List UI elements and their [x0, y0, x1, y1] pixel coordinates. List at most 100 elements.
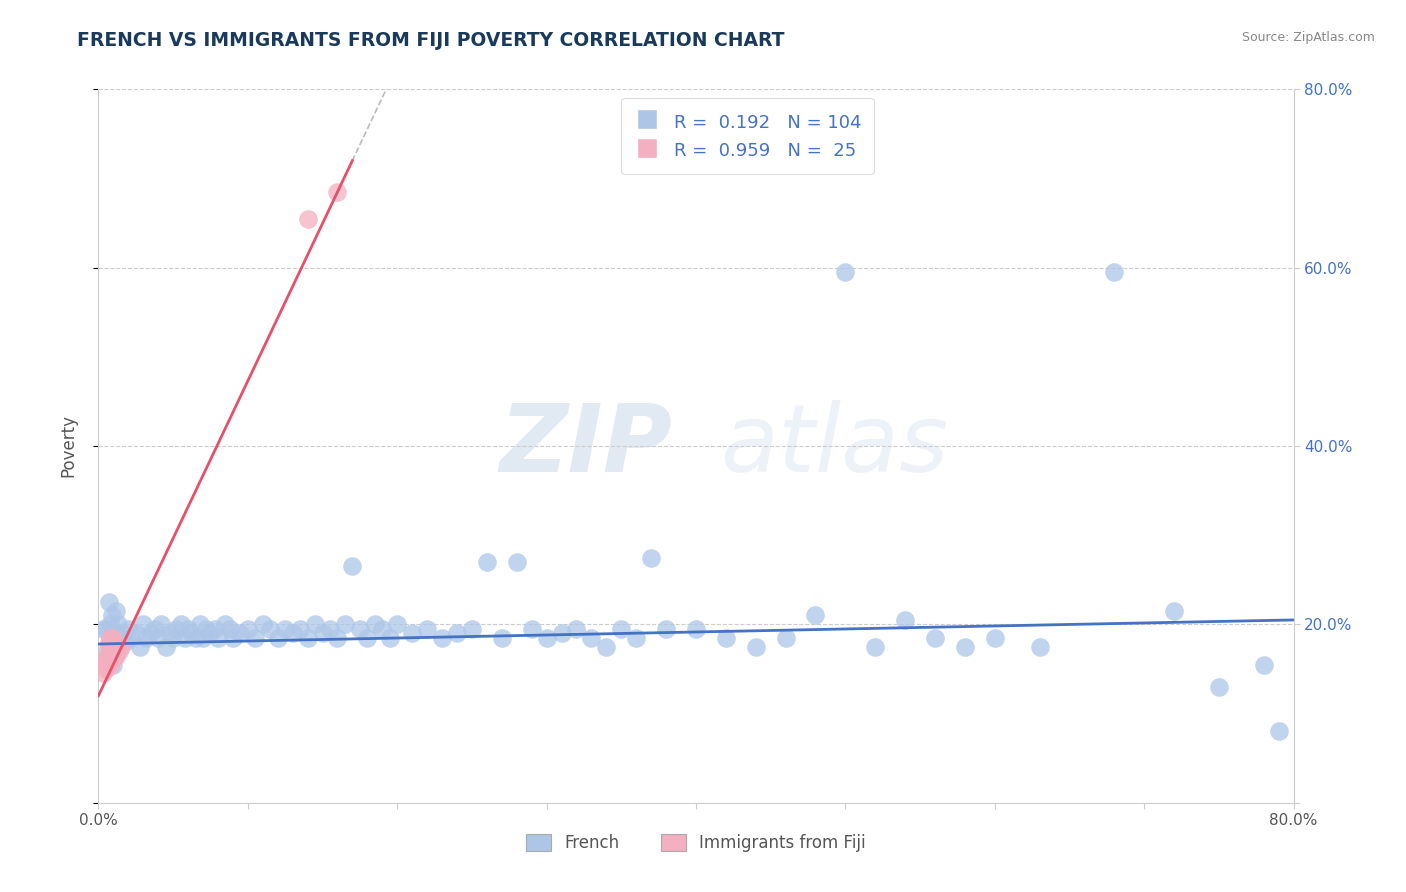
Point [107, 640, 129, 654]
Point [132, 617, 155, 632]
Point [714, 631, 737, 645]
Text: atlas: atlas [720, 401, 948, 491]
Point [865, 640, 887, 654]
Point [626, 631, 648, 645]
Point [349, 622, 371, 636]
Point [342, 559, 364, 574]
Point [110, 640, 132, 654]
Point [105, 604, 128, 618]
Point [125, 626, 148, 640]
Point [219, 622, 242, 636]
Point [97, 595, 120, 609]
Legend: French, Immigrants from Fiji: French, Immigrants from Fiji [519, 827, 873, 859]
Point [97, 640, 120, 654]
Point [297, 211, 319, 226]
Point [804, 608, 827, 623]
Point [155, 640, 177, 654]
Point [104, 648, 127, 663]
Point [191, 631, 214, 645]
Point [91, 666, 114, 681]
Point [385, 617, 409, 632]
Point [94, 662, 117, 676]
Point [107, 617, 129, 632]
Point [536, 631, 558, 645]
Point [103, 648, 125, 663]
Point [259, 622, 281, 636]
Point [108, 640, 131, 654]
Point [229, 626, 252, 640]
Point [94, 657, 117, 672]
Point [311, 626, 333, 640]
Point [159, 626, 181, 640]
Point [550, 626, 572, 640]
Point [1267, 724, 1289, 739]
Point [143, 622, 166, 636]
Point [101, 640, 124, 654]
Point [1028, 640, 1050, 654]
Point [98, 635, 122, 649]
Point [924, 631, 946, 645]
Point [430, 631, 453, 645]
Point [200, 626, 222, 640]
Point [1253, 657, 1275, 672]
Point [129, 640, 152, 654]
Point [114, 635, 136, 649]
Point [98, 657, 122, 672]
Point [120, 631, 142, 645]
Point [333, 617, 356, 632]
Point [984, 631, 1007, 645]
Point [96, 653, 118, 667]
Point [104, 644, 127, 658]
Point [595, 640, 617, 654]
Point [401, 626, 423, 640]
Point [475, 555, 498, 569]
Point [281, 626, 304, 640]
Point [252, 617, 274, 632]
Text: ZIP: ZIP [499, 400, 672, 492]
Point [162, 631, 184, 645]
Point [204, 622, 226, 636]
Point [174, 631, 197, 645]
Point [378, 631, 401, 645]
Point [91, 622, 114, 636]
Point [655, 622, 678, 636]
Point [371, 622, 394, 636]
Point [105, 648, 128, 663]
Point [110, 631, 132, 645]
Point [288, 622, 311, 636]
Point [177, 622, 200, 636]
Point [207, 631, 229, 645]
Point [364, 617, 387, 632]
Point [214, 617, 236, 632]
Point [245, 631, 267, 645]
Point [96, 644, 118, 658]
Point [188, 617, 211, 632]
Point [104, 648, 127, 663]
Point [274, 622, 297, 636]
Point [169, 617, 191, 632]
Point [94, 622, 117, 636]
Point [304, 617, 326, 632]
Point [111, 626, 134, 640]
Point [416, 622, 439, 636]
Point [150, 617, 173, 632]
Point [356, 631, 378, 645]
Y-axis label: Poverty: Poverty [59, 415, 77, 477]
Point [236, 622, 259, 636]
Point [506, 555, 529, 569]
Point [581, 631, 603, 645]
Point [98, 644, 122, 658]
Point [139, 626, 162, 640]
Point [97, 635, 120, 649]
Point [640, 550, 662, 565]
Point [103, 657, 125, 672]
Point [117, 622, 139, 636]
Point [834, 265, 856, 279]
Point [93, 657, 115, 672]
Point [326, 631, 349, 645]
Point [103, 640, 125, 654]
Point [1104, 265, 1126, 279]
Text: FRENCH VS IMMIGRANTS FROM FIJI POVERTY CORRELATION CHART: FRENCH VS IMMIGRANTS FROM FIJI POVERTY C… [77, 31, 785, 50]
Point [101, 653, 124, 667]
Point [103, 631, 125, 645]
